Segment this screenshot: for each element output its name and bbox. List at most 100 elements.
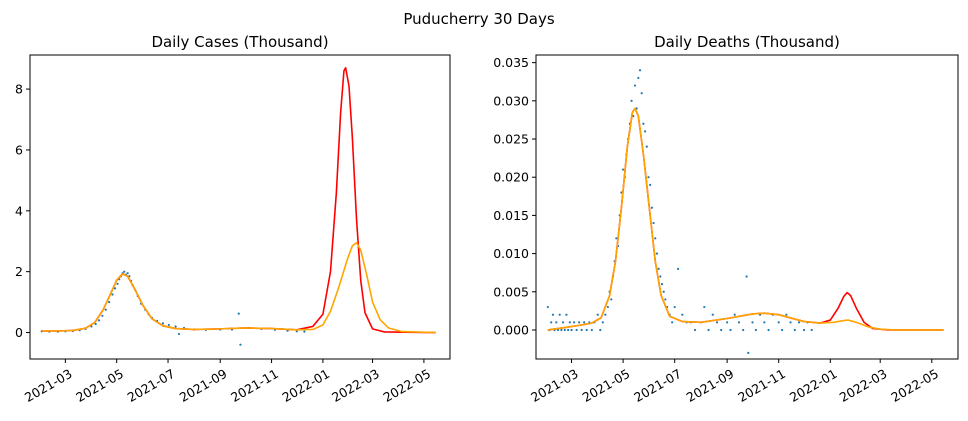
deaths-data-point — [693, 328, 697, 332]
deaths-data-point — [578, 321, 581, 324]
deaths-data-point — [780, 328, 784, 332]
cases-x-tick-label: 2022-05 — [380, 366, 433, 405]
figure-title: Puducherry 30 Days — [403, 10, 554, 28]
deaths-data-point — [742, 328, 745, 332]
deaths-data-point — [777, 321, 780, 324]
deaths-y-tick-label: 0.025 — [493, 132, 529, 147]
deaths-data-point — [720, 328, 723, 332]
deaths-data-point — [654, 237, 657, 240]
deaths-data-point — [655, 252, 659, 255]
deaths-data-point — [645, 145, 648, 148]
deaths-data-point — [555, 321, 558, 324]
deaths-data-point — [596, 313, 599, 316]
deaths-data-point — [737, 321, 741, 324]
deaths-data-point — [620, 191, 623, 194]
deaths-data-point — [664, 298, 667, 301]
cases-forecast-line-orange — [41, 241, 436, 334]
cases-chart: Daily Cases (Thousand) 2021-032021-05202… — [15, 33, 451, 405]
cases-x-tick-label: 2021-07 — [125, 366, 178, 405]
deaths-data-point — [604, 313, 607, 316]
deaths-data-point — [681, 313, 684, 316]
deaths-data-point — [751, 321, 754, 324]
deaths-data-point — [563, 328, 566, 332]
deaths-data-point — [567, 328, 570, 332]
deaths-y-tick-label: 0.000 — [493, 322, 529, 337]
deaths-data-point — [640, 92, 643, 95]
cases-data-point — [101, 314, 104, 317]
cases-x-tick-label: 2021-05 — [73, 366, 126, 405]
cases-y-tick-label: 8 — [15, 82, 23, 97]
deaths-data-point — [642, 122, 645, 125]
cases-data-point — [239, 343, 242, 346]
deaths-y-tick-label: 0.010 — [493, 246, 529, 261]
deaths-data-point — [572, 321, 576, 324]
deaths-data-point — [560, 328, 563, 332]
cases-data-point — [123, 270, 126, 273]
deaths-x-tick-label: 2021-05 — [580, 366, 633, 405]
deaths-data-point — [662, 290, 665, 293]
deaths-data-point — [745, 275, 748, 278]
cases-y-tick-label: 2 — [15, 264, 23, 279]
deaths-data-point — [606, 305, 609, 309]
deaths-data-point — [810, 328, 813, 332]
cases-data-point — [94, 322, 97, 326]
deaths-data-point — [657, 267, 660, 270]
deaths-data-point — [601, 321, 604, 324]
cases-data-point — [108, 300, 111, 304]
deaths-data-point — [707, 328, 710, 332]
deaths-data-point — [789, 321, 792, 324]
deaths-data-point — [546, 305, 549, 309]
deaths-data-point — [638, 69, 642, 72]
deaths-data-point — [715, 321, 719, 324]
deaths-y-tick-label: 0.015 — [493, 208, 529, 223]
cases-forecast-line-red — [41, 66, 436, 334]
cases-data-point — [104, 308, 107, 311]
deaths-data-point — [733, 313, 736, 316]
cases-data-point — [111, 293, 114, 296]
deaths-x-tick-label: 2021-09 — [684, 366, 737, 405]
deaths-data-point — [650, 206, 653, 209]
cases-x-tick-label: 2021-11 — [228, 366, 281, 405]
deaths-data-point — [615, 237, 618, 240]
deaths-data-point — [610, 298, 613, 301]
deaths-series — [546, 69, 944, 354]
cases-y-tick-label: 6 — [15, 142, 23, 157]
deaths-chart: Daily Deaths (Thousand) 2021-032021-0520… — [493, 33, 959, 405]
deaths-data-point — [551, 313, 555, 316]
deaths-data-point — [570, 328, 573, 332]
deaths-plot-frame — [535, 54, 959, 360]
cases-plot-frame — [29, 54, 451, 360]
deaths-x-tick-label: 2021-07 — [631, 366, 684, 405]
cases-x-tick-label: 2022-01 — [279, 366, 332, 405]
deaths-x-tick-label: 2022-05 — [888, 366, 941, 405]
cases-data-point — [113, 287, 117, 290]
deaths-data-point — [797, 321, 801, 324]
deaths-data-point — [622, 168, 625, 171]
deaths-data-point — [590, 328, 593, 332]
deaths-data-point — [767, 328, 770, 332]
cases-data-point — [161, 322, 165, 325]
cases-y-tick-label: 4 — [15, 203, 23, 218]
cases-data-point — [237, 312, 240, 315]
deaths-x-tick-label: 2022-03 — [837, 366, 890, 405]
deaths-data-point — [747, 351, 750, 354]
deaths-y-ticks: 0.000 0.005 0.010 0.015 0.020 0.025 0.030 0.035 — [493, 55, 536, 337]
deaths-data-point — [763, 321, 766, 324]
deaths-y-tick-label: 0.035 — [493, 55, 529, 70]
cases-data-point — [167, 323, 170, 327]
deaths-data-point — [793, 328, 796, 332]
cases-data-point — [303, 330, 306, 333]
deaths-data-point — [711, 313, 714, 316]
deaths-data-point — [635, 107, 638, 110]
deaths-forecast-line-orange — [547, 107, 944, 331]
deaths-data-point — [659, 275, 662, 278]
cases-data-point — [97, 319, 101, 322]
deaths-data-point — [561, 321, 565, 324]
deaths-data-point — [585, 328, 588, 332]
cases-data-point — [174, 325, 177, 328]
cases-data-point — [116, 282, 119, 285]
deaths-data-point — [575, 328, 578, 332]
